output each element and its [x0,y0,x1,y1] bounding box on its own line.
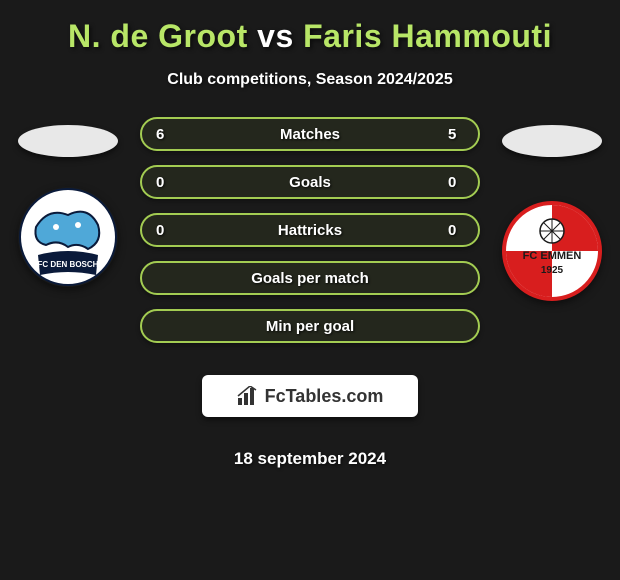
right-column: FC EMMEN 1925 [492,117,612,301]
player-b-avatar-placeholder [502,125,602,157]
stat-right-value: 0 [448,222,464,239]
stat-right-value: 0 [448,174,464,191]
player-b-name: Faris Hammouti [303,18,552,54]
stat-row-hattricks: 0 Hattricks 0 [140,213,480,247]
stat-row-mpg: Min per goal [140,309,480,343]
stat-left-value: 6 [156,126,172,143]
brand-text: FcTables.com [265,386,384,407]
emmen-logo-icon: FC EMMEN 1925 [502,199,602,303]
stat-label: Min per goal [172,318,448,335]
den-bosch-logo-icon: FC DEN BOSCH [18,187,118,287]
club-b-logo: FC EMMEN 1925 [502,201,602,301]
club-a-logo: FC DEN BOSCH [18,187,118,287]
club-a-name: FC DEN BOSCH [38,260,99,269]
stat-label: Goals [172,174,448,191]
stat-right-value: 5 [448,126,464,143]
stat-row-gpm: Goals per match [140,261,480,295]
stat-row-matches: 6 Matches 5 [140,117,480,151]
club-b-year: 1925 [541,265,564,276]
vs-word: vs [257,18,294,54]
stat-label: Goals per match [172,270,448,287]
stat-left-value: 0 [156,174,172,191]
stat-left-value: 0 [156,222,172,239]
left-column: FC DEN BOSCH [8,117,128,287]
club-b-name: FC EMMEN [523,250,582,262]
player-a-name: N. de Groot [68,18,248,54]
comparison-card: N. de Groot vs Faris Hammouti Club compe… [0,0,620,479]
date-text: 18 september 2024 [234,449,386,469]
stats-column: 6 Matches 5 0 Goals 0 0 Hattricks 0 Goal… [140,117,480,469]
page-title: N. de Groot vs Faris Hammouti [68,18,552,55]
stat-row-goals: 0 Goals 0 [140,165,480,199]
subtitle: Club competitions, Season 2024/2025 [167,71,452,89]
brand-box[interactable]: FcTables.com [202,375,418,417]
bar-chart-icon [237,386,259,406]
stat-label: Hattricks [172,222,448,239]
stat-label: Matches [172,126,448,143]
main-row: FC DEN BOSCH 6 Matches 5 0 Goals 0 0 Hat… [0,117,620,469]
player-a-avatar-placeholder [18,125,118,157]
